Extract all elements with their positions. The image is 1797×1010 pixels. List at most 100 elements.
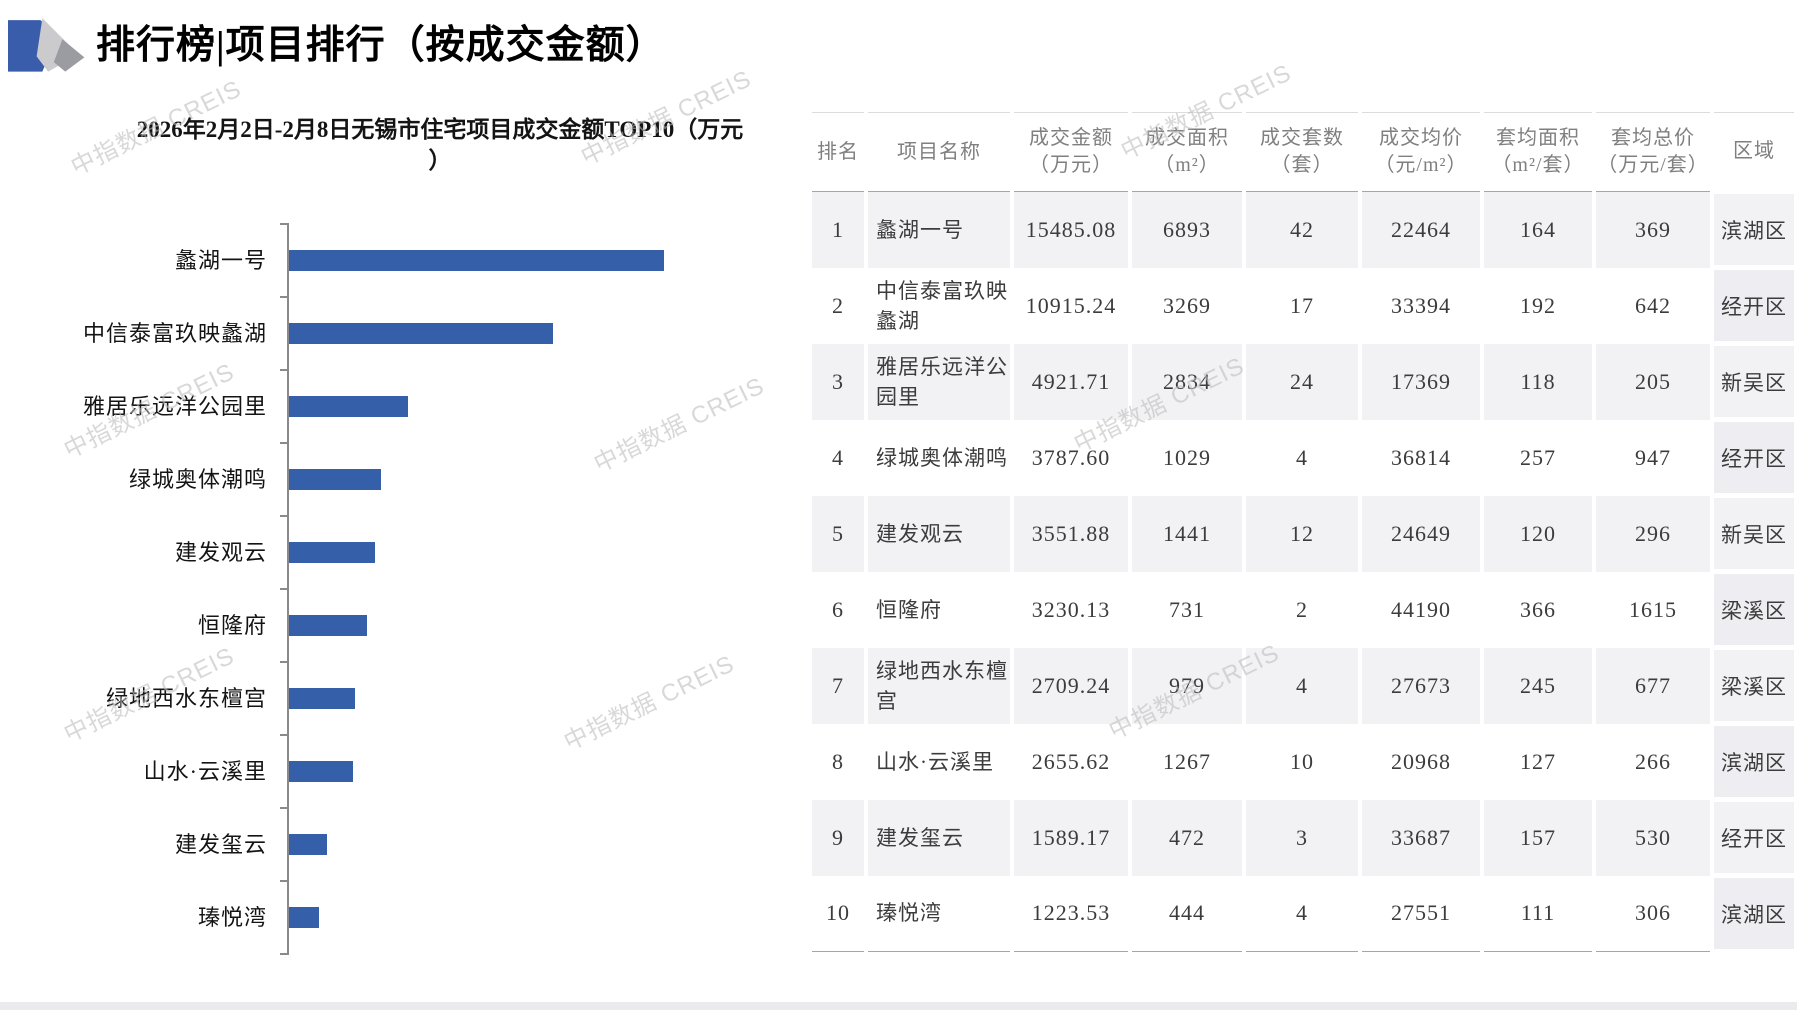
table-cell: 5 — [812, 495, 866, 572]
table-cell: 2709.24 — [1010, 647, 1130, 724]
table-cell: 444 — [1128, 875, 1244, 952]
bar-建发观云 — [289, 542, 375, 563]
table-row: 9 建发玺云 1589.17 472 3 33687 157 530 经开区 — [812, 797, 1794, 878]
table-cell: 梁溪区 — [1710, 569, 1794, 650]
category-label: 蠡湖一号 — [174, 247, 267, 273]
category-label: 绿地西水东檀宫 — [105, 685, 267, 711]
chart-title: 2026年2月2日-2月8日无锡市住宅项目成交金额TOP10（万元 ） — [136, 117, 744, 173]
table-row: 3 雅居乐远洋公园里 4921.71 2834 24 17369 118 205 新吴区 — [812, 341, 1794, 422]
table-cell: 4921.71 — [1010, 343, 1130, 420]
creis-logo-icon — [8, 18, 85, 72]
ranking-table: 排名 项目名称 成交金额 （万元） 成交面积 （m²） 成交套数 （套） 成交均价 （元/… — [812, 112, 1794, 954]
bar-建发玺云 — [289, 834, 327, 855]
table-cell: 3787.60 — [1010, 419, 1130, 496]
table-cell: 10 — [826, 900, 850, 926]
table-cell: 瑧悦湾 — [864, 875, 1012, 952]
table-cell: 257 — [1480, 419, 1594, 496]
table-cell: 1267 — [1128, 723, 1244, 800]
page-title: 排行榜|项目排行（按成交金额） — [96, 24, 666, 67]
axis-tick — [280, 734, 289, 736]
table-cell: 3551.88 — [1010, 495, 1130, 572]
table-cell: 滨湖区 — [1710, 721, 1794, 802]
table-cell: 中信泰富玖映蠡湖 — [864, 267, 1012, 344]
table-row: 5 建发观云 3551.88 1441 12 24649 120 296 新吴区 — [812, 493, 1794, 574]
table-cell: 245 — [1480, 647, 1594, 724]
table-header-cell: 排名 — [817, 140, 859, 163]
category-label: 雅居乐远洋公园里 — [82, 393, 267, 419]
table-header-cell: 区域 — [1710, 112, 1794, 192]
table-cell: 经开区 — [1710, 265, 1794, 346]
table-cell: 22464 — [1358, 191, 1482, 268]
table-cell: 947 — [1592, 419, 1712, 496]
table-cell: 42 — [1242, 191, 1360, 268]
table-header-cell: 套均总价 （万元/套） — [1592, 112, 1712, 192]
table-cell: 118 — [1480, 343, 1594, 420]
chart-category-labels: 蠡湖一号 中信泰富玖映蠡湖 雅居乐远洋公园里 绿城奥体潮鸣 建发观云 恒隆府 绿地西水东檀宫… — [0, 224, 277, 954]
table-cell: 蠡湖一号 — [864, 191, 1012, 268]
table-cell: 梁溪区 — [1710, 645, 1794, 726]
table-cell: 2834 — [1128, 343, 1244, 420]
table-cell: 127 — [1480, 723, 1594, 800]
slide-bottom-edge — [0, 1002, 1797, 1010]
table-cell: 3 — [812, 343, 866, 420]
table-header: 排名 项目名称 成交金额 （万元） 成交面积 （m²） 成交套数 （套） 成交均价 （元/… — [812, 112, 1794, 192]
table-cell: 33687 — [1358, 799, 1482, 876]
table-cell: 1589.17 — [1010, 799, 1130, 876]
table-cell: 17369 — [1358, 343, 1482, 420]
table-cell: 山水·云溪里 — [864, 723, 1012, 800]
table-cell: 1029 — [1128, 419, 1244, 496]
category-label: 恒隆府 — [197, 612, 267, 638]
bar-绿城奥体潮鸣 — [289, 469, 381, 490]
table-row: 4 绿城奥体潮鸣 3787.60 1029 4 36814 257 947 经开区 — [812, 417, 1794, 498]
table-cell: 经开区 — [1710, 797, 1794, 878]
table-cell: 3230.13 — [1010, 571, 1130, 648]
axis-tick — [280, 369, 289, 371]
table-cell: 306 — [1592, 875, 1712, 952]
table-cell: 36814 — [1358, 419, 1482, 496]
table-cell: 296 — [1592, 495, 1712, 572]
table-cell: 120 — [1480, 495, 1594, 572]
table-cell: 24649 — [1358, 495, 1482, 572]
table-cell: 157 — [1480, 799, 1594, 876]
table-cell: 192 — [1480, 267, 1594, 344]
table-cell: 27673 — [1358, 647, 1482, 724]
bar-绿地西水东檀宫 — [289, 688, 355, 709]
table-cell: 472 — [1128, 799, 1244, 876]
table-cell: 6893 — [1128, 191, 1244, 268]
table-cell: 建发观云 — [864, 495, 1012, 572]
table-cell: 4 — [1242, 647, 1360, 724]
table-cell: 677 — [1592, 647, 1712, 724]
table-cell: 24 — [1242, 343, 1360, 420]
axis-tick — [280, 515, 289, 517]
table-row: 6 恒隆府 3230.13 731 2 44190 366 1615 梁溪区 — [812, 569, 1794, 650]
table-row: 2 中信泰富玖映蠡湖 10915.24 3269 17 33394 192 642 经开区 — [812, 265, 1794, 346]
table-cell: 369 — [1592, 191, 1712, 268]
axis-tick — [280, 296, 289, 298]
table-header-cell: 成交金额 （万元） — [1010, 112, 1130, 192]
table-header-cell: 项目名称 — [864, 112, 1012, 192]
bar-蠡湖一号 — [289, 250, 664, 271]
table-cell: 1223.53 — [1010, 875, 1130, 952]
category-label: 建发玺云 — [174, 831, 267, 857]
axis-tick — [280, 223, 289, 225]
table-cell: 530 — [1592, 799, 1712, 876]
table-body: 1 蠡湖一号 15485.08 6893 42 22464 164 369 滨湖区 2 中信泰富玖映… — [812, 189, 1794, 954]
table-cell: 44190 — [1358, 571, 1482, 648]
table-cell: 2655.62 — [1010, 723, 1130, 800]
table-cell: 164 — [1480, 191, 1594, 268]
table-cell: 4 — [832, 444, 844, 470]
table-cell: 1615 — [1592, 571, 1712, 648]
table-header-cell: 成交套数 （套） — [1242, 112, 1360, 192]
table-header-cell: 成交均价 （元/m²） — [1358, 112, 1482, 192]
axis-tick — [280, 588, 289, 590]
axis-tick — [280, 807, 289, 809]
table-cell: 7 — [812, 647, 866, 724]
bar-山水·云溪里 — [289, 761, 353, 782]
category-label: 绿城奥体潮鸣 — [128, 466, 267, 492]
table-cell: 9 — [812, 799, 866, 876]
category-label: 瑧悦湾 — [197, 904, 267, 930]
table-cell: 4 — [1242, 419, 1360, 496]
table-cell: 恒隆府 — [864, 571, 1012, 648]
axis-tick — [280, 442, 289, 444]
